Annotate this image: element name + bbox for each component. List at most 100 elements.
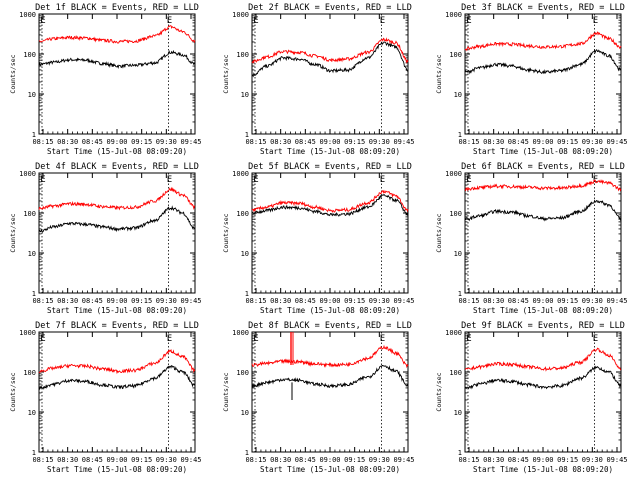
detector-panel-3: Det 3f BLACK = Events, RED = LLD 1 10 100 10… <box>435 3 628 156</box>
x-tick-label: 09:15 <box>131 456 152 464</box>
x-tick-label: 08:15 <box>32 297 53 305</box>
detector-panel-5: Det 5f BLACK = Events, RED = LLD 1 10 100 10… <box>222 162 415 315</box>
x-tick-label: 08:15 <box>32 138 53 146</box>
x-tick-label: 08:45 <box>82 297 103 305</box>
y-tick-label: 1000 <box>445 11 462 19</box>
y-tick-label: 10 <box>28 409 36 417</box>
series-line-lld <box>464 31 622 52</box>
y-tick-label: 1000 <box>232 329 249 337</box>
x-axis-label: Start Time (15-Jul-08 08:09:20) <box>47 465 187 474</box>
detector-panel-7: Det 7f BLACK = Events, RED = LLD 1 10 100 10… <box>9 321 202 474</box>
y-tick-label: 100 <box>449 369 462 377</box>
series-line-lld <box>38 348 196 375</box>
x-tick-label: 09:45 <box>180 138 201 146</box>
x-tick-label: 09:45 <box>393 297 414 305</box>
x-tick-label: 09:45 <box>393 456 414 464</box>
series-line-events <box>251 193 409 217</box>
x-tick-label: 08:45 <box>295 297 316 305</box>
x-tick-label: 08:15 <box>245 138 266 146</box>
x-tick-label: 09:00 <box>532 138 553 146</box>
x-tick-label: 09:00 <box>106 297 127 305</box>
panel-title: Det 3f BLACK = Events, RED = LLD <box>461 3 625 13</box>
x-tick-label: 09:45 <box>180 297 201 305</box>
y-tick-label: 1000 <box>232 170 249 178</box>
x-tick-label: 09:15 <box>344 138 365 146</box>
x-axis-label: Start Time (15-Jul-08 08:09:20) <box>473 465 613 474</box>
x-tick-label: 08:45 <box>508 456 529 464</box>
series-line-events <box>251 365 409 389</box>
series-line-lld <box>464 179 622 192</box>
x-tick-label: 09:00 <box>319 297 340 305</box>
y-tick-label: 10 <box>454 91 462 99</box>
series-line-events <box>38 364 196 390</box>
x-tick-label: 09:45 <box>180 456 201 464</box>
series-line-lld <box>251 344 409 369</box>
x-tick-label: 09:30 <box>369 297 390 305</box>
y-axis-label: Counts/sec <box>9 372 17 411</box>
y-tick-label: 10 <box>241 250 249 258</box>
series-line-events <box>251 41 409 78</box>
y-axis-label: Counts/sec <box>9 213 17 252</box>
x-tick-label: 09:15 <box>557 297 578 305</box>
y-tick-label: 100 <box>23 210 36 218</box>
x-tick-label: 09:00 <box>106 138 127 146</box>
event-marker-label: E <box>40 334 45 344</box>
x-tick-label: 09:30 <box>582 297 603 305</box>
panel-title: Det 2f BLACK = Events, RED = LLD <box>248 3 412 13</box>
event-marker-label: E <box>593 16 598 26</box>
y-tick-label: 10 <box>28 91 36 99</box>
y-axis-label: Counts/sec <box>222 54 230 93</box>
series-line-events <box>464 199 622 222</box>
y-tick-label: 1000 <box>19 170 36 178</box>
y-tick-label: 1 <box>458 131 462 139</box>
plot-frame <box>38 331 196 453</box>
event-marker-label: E <box>380 175 385 185</box>
series-line-events <box>464 49 622 75</box>
event-marker-label: E <box>593 334 598 344</box>
x-tick-label: 09:00 <box>532 297 553 305</box>
y-tick-label: 1 <box>458 290 462 298</box>
event-marker-label: E <box>380 334 385 344</box>
panel-title: Det 6f BLACK = Events, RED = LLD <box>461 162 625 172</box>
y-tick-label: 100 <box>23 369 36 377</box>
x-tick-label: 08:15 <box>458 297 479 305</box>
series-line-lld <box>464 347 622 372</box>
x-axis-label: Start Time (15-Jul-08 08:09:20) <box>260 465 400 474</box>
y-tick-label: 100 <box>449 51 462 59</box>
panel-title: Det 1f BLACK = Events, RED = LLD <box>35 3 199 13</box>
x-tick-label: 08:45 <box>508 297 529 305</box>
event-marker-label: E <box>167 175 172 185</box>
x-tick-label: 08:45 <box>295 138 316 146</box>
x-tick-label: 08:30 <box>270 297 291 305</box>
y-tick-label: 1000 <box>445 170 462 178</box>
y-tick-label: 1000 <box>445 329 462 337</box>
plot-frame <box>464 331 622 453</box>
detector-panel-4: Det 4f BLACK = Events, RED = LLD 1 10 100 10… <box>9 162 202 315</box>
plot-frame <box>251 172 409 294</box>
panel-title: Det 9f BLACK = Events, RED = LLD <box>461 321 625 331</box>
x-tick-label: 08:15 <box>458 138 479 146</box>
x-tick-label: 09:30 <box>369 456 390 464</box>
panel-title: Det 7f BLACK = Events, RED = LLD <box>35 321 199 331</box>
x-tick-label: 08:30 <box>57 138 78 146</box>
x-tick-label: 09:45 <box>606 138 627 146</box>
detector-panel-2: Det 2f BLACK = Events, RED = LLD 1 10 100 10… <box>222 3 415 156</box>
x-tick-label: 08:45 <box>82 138 103 146</box>
x-tick-label: 09:45 <box>393 138 414 146</box>
x-tick-label: 08:15 <box>245 297 266 305</box>
x-tick-label: 09:15 <box>557 456 578 464</box>
x-axis-label: Start Time (15-Jul-08 08:09:20) <box>473 147 613 156</box>
y-tick-label: 10 <box>28 250 36 258</box>
x-tick-label: 09:15 <box>131 138 152 146</box>
event-marker-label: E <box>40 175 45 185</box>
x-tick-label: 09:00 <box>532 456 553 464</box>
x-tick-label: 09:00 <box>319 138 340 146</box>
x-tick-label: 09:30 <box>582 456 603 464</box>
series-line-events <box>464 365 622 390</box>
x-tick-label: 08:45 <box>508 138 529 146</box>
event-marker-label: E <box>253 334 258 344</box>
plot-frame <box>251 13 409 135</box>
series-line-lld <box>251 189 409 213</box>
series-line-events <box>38 49 196 70</box>
